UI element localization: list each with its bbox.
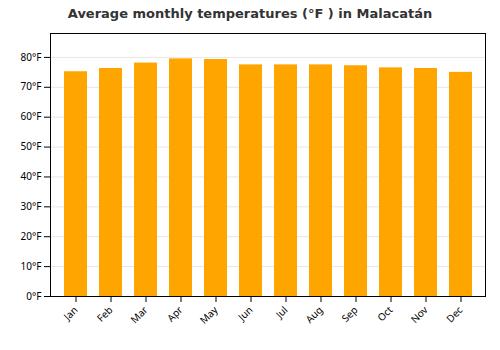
svg-text:Nov: Nov	[407, 302, 431, 326]
svg-text:70°F: 70°F	[21, 79, 42, 93]
svg-text:Feb: Feb	[93, 303, 115, 325]
svg-text:20°F: 20°F	[21, 229, 42, 243]
svg-text:Aug: Aug	[302, 303, 325, 326]
svg-text:Oct: Oct	[374, 303, 396, 325]
html-text:Average monthly temperatures (: Average monthly temperatures (°F ) in Ma…	[67, 6, 433, 21]
svg-text:Jan: Jan	[60, 303, 81, 324]
svg-text:10°F: 10°F	[21, 259, 42, 273]
svg-text:May: May	[196, 302, 221, 327]
svg-text:50°F: 50°F	[21, 139, 42, 153]
svg-text:Dec: Dec	[443, 303, 466, 326]
svg-text:40°F: 40°F	[21, 169, 42, 183]
svg-text:Apr: Apr	[164, 303, 186, 325]
svg-text:Sep: Sep	[338, 303, 360, 325]
svg-text:Jul: Jul	[272, 303, 291, 322]
svg-text:Mar: Mar	[127, 303, 150, 326]
svg-text:Jun: Jun	[234, 303, 255, 324]
svg-text:0°F: 0°F	[26, 289, 41, 303]
svg-text:30°F: 30°F	[21, 199, 42, 213]
svg-text:80°F: 80°F	[21, 50, 42, 64]
svg-text:60°F: 60°F	[21, 109, 42, 123]
